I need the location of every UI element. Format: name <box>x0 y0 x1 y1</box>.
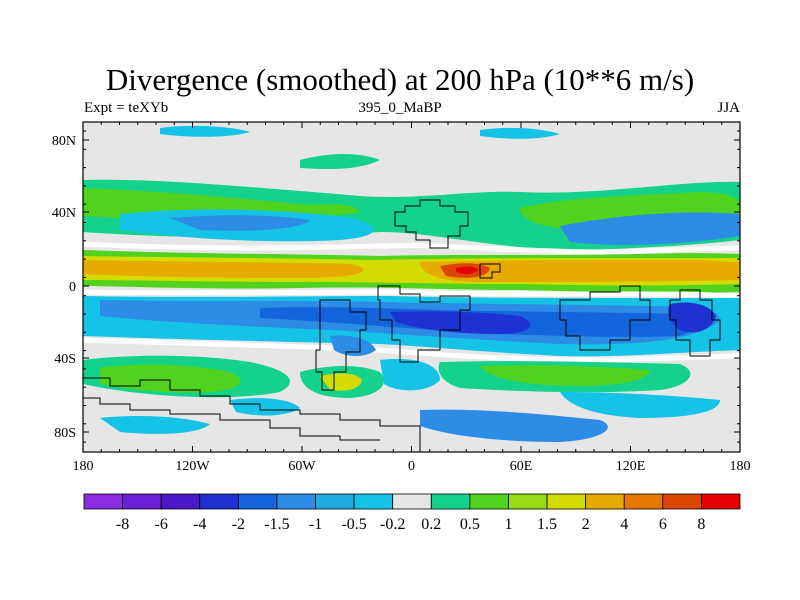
map-title: Divergence (smoothed) at 200 hPa (10**6 … <box>105 62 695 97</box>
coast-south-america <box>315 299 367 391</box>
colorbar-label: 4 <box>620 516 628 533</box>
colorbar-label: 2 <box>582 516 590 533</box>
contour-nh-blue <box>170 215 310 231</box>
contour-zero-line-s <box>83 337 740 363</box>
coastlines <box>83 199 721 452</box>
lon-tick-label: 180 <box>730 459 751 474</box>
contour-arctic-green <box>300 154 380 170</box>
colorbar-swatch <box>276 493 316 510</box>
colorbar-label: -1.5 <box>264 516 289 533</box>
colorbar-label: -1 <box>309 516 322 533</box>
coast-south-asia <box>479 263 501 279</box>
colorbar-swatch <box>508 493 548 510</box>
colorbar-swatch <box>160 493 201 510</box>
colorbar-label: 8 <box>697 516 705 533</box>
contour-zero-line-n <box>83 241 740 255</box>
lon-tick-label: 120W <box>175 459 210 474</box>
colorbar-label: -8 <box>116 516 129 533</box>
period-label: 395_0_MaBP <box>358 100 442 116</box>
contour-s-yellow-mid <box>320 373 362 391</box>
lon-tick-label: 60W <box>288 459 316 474</box>
colorbar-label: 0.2 <box>421 516 441 533</box>
colorbar-swatch <box>353 493 394 510</box>
colorbar-label: -2 <box>232 516 245 533</box>
colorbar-label: -4 <box>193 516 206 533</box>
colorbar-labels: -8 -6 -4 -2 -1.5 -1 -0.5 -0.2 0.2 0.5 1 1.5 2 4 6 8 <box>116 516 705 533</box>
colorbar-label: -6 <box>155 516 168 533</box>
contour-s-cyan-south <box>100 416 210 434</box>
contour-s-cyan-sw <box>230 398 300 416</box>
colorbar-swatch <box>83 493 123 510</box>
colorbar-swatch <box>701 493 741 510</box>
colorbar-swatch <box>662 493 702 510</box>
contour-arctic-cyan-2 <box>480 127 560 139</box>
contour-s-lime-east <box>480 365 650 386</box>
season-label: JJA <box>717 100 740 116</box>
colorbar-label: 6 <box>659 516 667 533</box>
colorbar-label: 1.5 <box>537 516 557 533</box>
colorbar-swatch <box>315 493 355 510</box>
contour-s-cyan-swirl-2 <box>330 335 376 356</box>
colorbar-label: 1 <box>504 516 512 533</box>
lon-tick-label: 120E <box>616 459 646 474</box>
coast-africa <box>377 285 471 363</box>
colorbar-swatch <box>585 493 625 510</box>
lon-tick-label: 60E <box>510 459 533 474</box>
lat-tick-label: 40N <box>52 206 76 221</box>
lat-tick-label: 80N <box>52 134 76 149</box>
coast-australia <box>669 289 721 357</box>
colorbar-swatch <box>199 493 239 510</box>
colorbar-swatch <box>392 493 432 510</box>
contour-tropics-orange <box>83 260 364 278</box>
contour-zero-line-eq <box>83 289 740 299</box>
coast-antarctic <box>83 377 421 452</box>
contour-s-cyan-east <box>560 392 720 418</box>
lat-tick-label: 0 <box>69 280 76 295</box>
colorbar-label: -0.2 <box>380 516 405 533</box>
colorbar-swatch <box>546 493 587 510</box>
contour-arctic-cyan <box>160 125 250 137</box>
lat-tick-label: 40S <box>54 352 76 367</box>
colorbar-swatch <box>122 493 162 510</box>
colorbar-label: -0.5 <box>341 516 366 533</box>
experiment-label: Expt = teXYb <box>84 100 169 116</box>
coast-africa-eurasia <box>394 199 469 249</box>
colorbar-swatch <box>623 493 664 510</box>
contour-field <box>83 122 740 452</box>
contour-nh-cyan-east <box>560 212 740 245</box>
contour-tropics-red-core <box>456 266 478 275</box>
lat-tick-label: 80S <box>54 426 76 441</box>
coast-maritime <box>559 285 651 351</box>
colorbar <box>83 493 741 510</box>
colorbar-swatch <box>430 493 471 510</box>
contour-s-cyan-swirl <box>380 358 440 391</box>
lon-tick-label: 0 <box>408 459 415 474</box>
axis-ticks <box>82 122 741 452</box>
lon-tick-label: 180 <box>73 459 94 474</box>
contour-s-blue-south <box>420 409 608 442</box>
lat-labels: 80N 40N 0 40S 80S <box>52 134 76 441</box>
contour-sh-dark-east <box>668 302 716 333</box>
colorbar-swatch <box>469 493 509 510</box>
lon-labels: 180 120W 60W 0 60E 120E 180 <box>73 459 751 474</box>
colorbar-swatch <box>237 493 278 510</box>
colorbar-label: 0.5 <box>460 516 480 533</box>
